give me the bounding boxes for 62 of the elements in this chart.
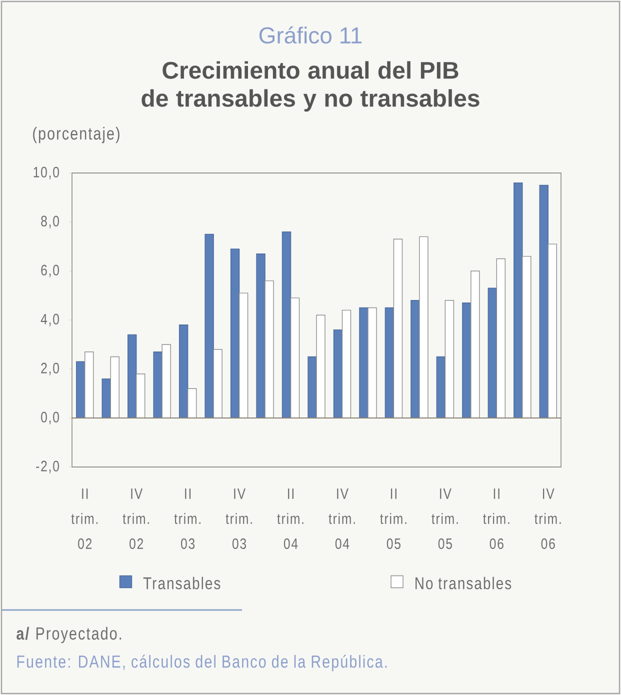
text: a/ Proyectado.: [16, 626, 122, 644]
bar: [333, 329, 343, 418]
y-tick-label: 10,0: [34, 166, 59, 180]
legend-label: No transables: [416, 576, 512, 590]
y-tick-label: 6,0: [41, 264, 59, 278]
y-axis-title: (porcentaje): [33, 126, 120, 144]
bar: [316, 314, 326, 418]
y-tick-label: 8,0: [41, 216, 59, 228]
bar: [178, 324, 188, 418]
bar: [204, 234, 214, 418]
y-tick-label: -2,0: [36, 460, 59, 474]
bar: [393, 238, 403, 418]
bar: [153, 352, 162, 418]
bar: [514, 182, 523, 418]
bar: [282, 231, 292, 418]
bar: [136, 374, 146, 418]
bar: [76, 361, 86, 418]
bar: [290, 298, 300, 418]
bar: [548, 244, 557, 418]
x-tick-label: II trim. 05: [380, 488, 406, 549]
bar: [264, 280, 274, 418]
x-tick-label: II trim. 02: [71, 488, 98, 549]
y-tick-label: 0,0: [41, 412, 59, 424]
bar: [462, 302, 472, 418]
x-tick-label: IV trim. 03: [226, 488, 252, 549]
bar: [84, 352, 94, 418]
bar: [436, 356, 446, 418]
chart-subtitle: Gráfico 11: [259, 26, 362, 44]
bar: [342, 310, 352, 418]
bar: [213, 349, 222, 418]
bar: [368, 307, 377, 418]
bar: [110, 356, 120, 418]
y-tick-label: 2,0: [41, 362, 59, 376]
bar: [522, 256, 532, 418]
bar: [444, 300, 454, 418]
bar: [230, 248, 240, 418]
bar: [539, 184, 548, 418]
bar: [127, 334, 137, 418]
x-tick-label: IV trim. 02: [122, 488, 149, 549]
source-note: Fuente: DANE, cálculos del Banco de la República.: [17, 654, 387, 672]
x-tick-label: II trim. 03: [174, 488, 200, 549]
y-tick-label: 4,0: [40, 314, 59, 326]
bar: [256, 254, 266, 418]
bar: [187, 388, 197, 418]
chart-title: Crecimiento anual del PIB de transables y no transables: [142, 61, 480, 112]
bar: [162, 344, 171, 418]
bar: [308, 356, 317, 418]
bar: [102, 378, 111, 418]
bar: [410, 300, 420, 418]
bar: [419, 236, 428, 418]
x-tick-label: II trim. 06: [483, 488, 510, 549]
bar: [384, 307, 394, 418]
x-tick-label: IV trim. 06: [534, 488, 561, 549]
bar: [488, 288, 498, 418]
x-tick-label: IV trim. 04: [328, 488, 355, 549]
legend-label: Transables: [143, 576, 220, 590]
bar: [238, 292, 248, 418]
bar: [496, 258, 506, 418]
x-tick-label: II trim. 04: [277, 488, 304, 549]
bar: [470, 270, 480, 418]
x-tick-label: IV trim. 05: [432, 488, 458, 549]
bar: [359, 307, 368, 418]
